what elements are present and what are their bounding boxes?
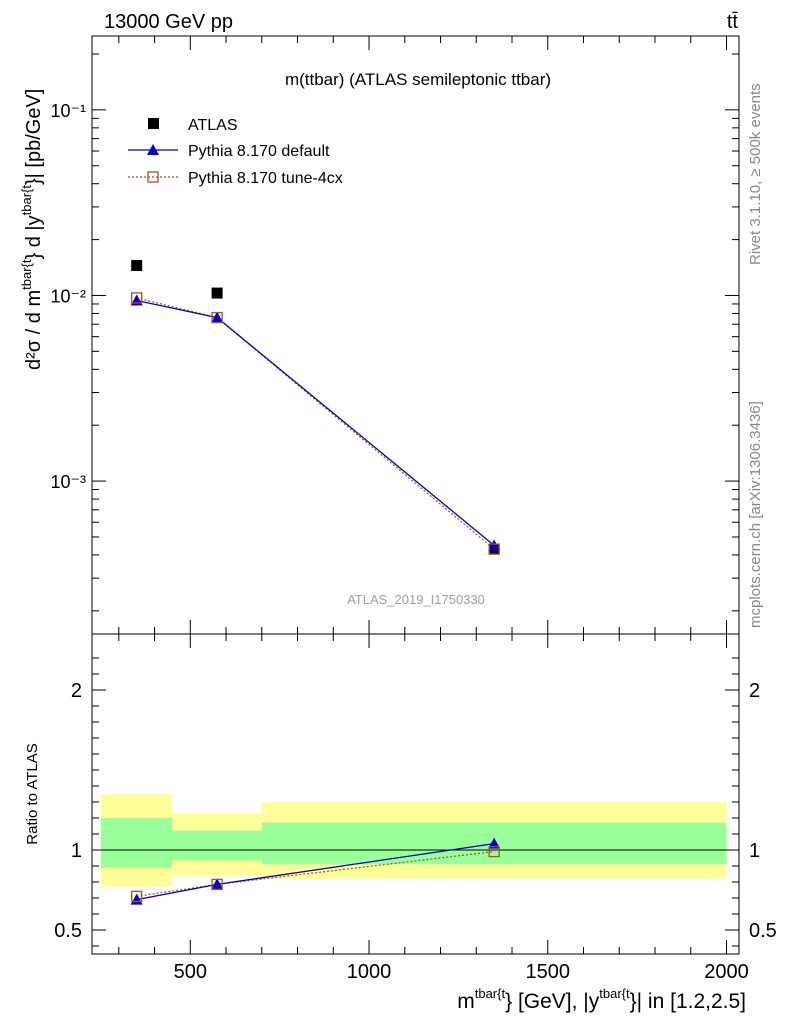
ratio-tune-4cx-point	[211, 878, 223, 891]
x-axis-label: mtbar{t} [GeV], |ytbar{t}| in [1.2,2.5]	[457, 986, 746, 1013]
ratio-y-axis-label: Ratio to ATLAS	[24, 743, 41, 844]
main-axis-ticks: 10⁻³ 10⁻² 10⁻¹	[50, 36, 739, 634]
default-point	[488, 539, 501, 551]
legend-label-default: Pythia 8.170 default	[188, 143, 330, 160]
legend-label-atlas: ATLAS	[188, 117, 238, 134]
legend-marker-atlas	[148, 118, 159, 129]
main-y-axis-label: d²σ / d mtbar{t} d |ytbar{t}| [pb/GeV]	[19, 89, 45, 370]
green-band-0	[100, 818, 173, 868]
ratio-y-tick-label-right: 1	[749, 840, 760, 862]
tune-4cx-line	[136, 297, 495, 550]
watermark: ATLAS_2019_I1750330	[347, 592, 485, 607]
energy-label: 13000 GeV pp	[104, 11, 233, 33]
ratio-y-tick-label: 2	[71, 680, 82, 702]
uncertainty-bands	[100, 794, 727, 887]
default-line	[136, 299, 495, 546]
legend-label-tune: Pythia 8.170 tune-4cx	[188, 170, 343, 187]
legend: ATLAS Pythia 8.170 default Pythia 8.170 …	[128, 117, 343, 187]
ratio-axis-ticks: 0.5 0.5 1 1 2 2 500 1000 1500 2000	[54, 634, 777, 983]
tune-4cx-point	[211, 311, 223, 324]
main-y-tick-label: 10⁻³	[50, 472, 86, 492]
legend-marker-default	[147, 144, 159, 155]
ratio-default-point	[211, 878, 224, 890]
ratio-y-tick-label: 0.5	[54, 920, 82, 942]
legend-marker-tune	[147, 171, 159, 183]
main-y-tick-label: 10⁻¹	[50, 101, 86, 121]
green-band-1	[172, 830, 262, 861]
x-tick-label: 1500	[526, 961, 571, 983]
mcplots-source-label: mcplots.cern.ch [arXiv:1306.3436]	[747, 401, 764, 628]
main-y-tick-label: 10⁻²	[50, 286, 86, 306]
tune-4cx-point	[488, 543, 500, 555]
x-tick-label: 500	[174, 961, 207, 983]
main-series	[130, 260, 501, 555]
ratio-panel-frame	[91, 633, 740, 955]
ratio-y-tick-label-right: 0.5	[749, 920, 777, 942]
ratio-y-tick-label: 1	[71, 840, 82, 862]
chart-title: m(ttbar) (ATLAS semileptonic ttbar)	[285, 70, 551, 89]
tune-4cx-point	[131, 292, 143, 304]
atlas-point	[131, 260, 143, 272]
ratio-tune-4cx-point	[488, 845, 500, 858]
ratio-default-point	[488, 837, 501, 849]
ratio-tune-4cx-point	[131, 890, 143, 903]
process-label: tt̄	[727, 11, 739, 33]
x-tick-label: 2000	[704, 961, 749, 983]
default-point	[130, 294, 143, 306]
x-tick-label: 1000	[347, 961, 392, 983]
ratio-series	[130, 837, 501, 905]
atlas-point	[211, 287, 223, 299]
default-point	[211, 311, 224, 323]
rivet-version-label: Rivet 3.1.10, ≥ 500k events	[747, 83, 764, 265]
ratio-y-tick-label-right: 2	[749, 680, 760, 702]
